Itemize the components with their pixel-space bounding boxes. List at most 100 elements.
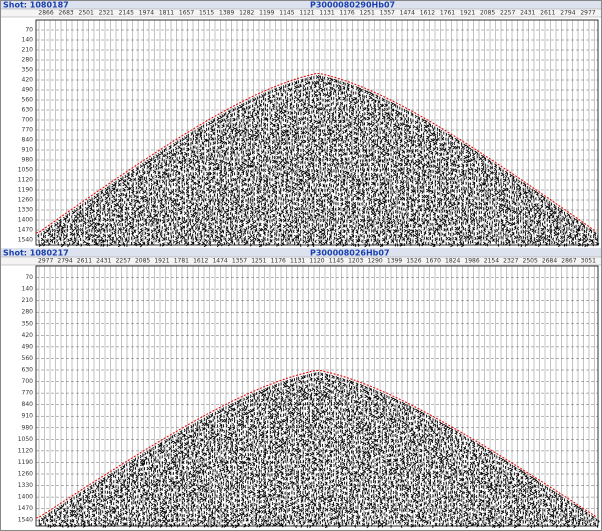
- file-label: P300008026Hb07: [310, 249, 390, 258]
- time-label: 1050: [18, 436, 33, 443]
- time-label: 70: [25, 27, 33, 34]
- offset-label: 2505: [523, 258, 538, 265]
- offset-label: 1131: [290, 258, 305, 265]
- offset-label: 2145: [119, 10, 134, 17]
- offset-label: 1399: [387, 258, 402, 265]
- time-label: 280: [22, 309, 34, 316]
- offset-label: 2257: [116, 258, 131, 265]
- offset-label: 2611: [77, 258, 92, 265]
- offset-label: 1121: [299, 10, 314, 17]
- offset-label: 2977: [580, 10, 595, 17]
- offset-label: 2794: [57, 258, 72, 265]
- time-label: 350: [22, 67, 34, 74]
- offset-label: 1921: [154, 258, 169, 265]
- offset-label: 1251: [251, 258, 266, 265]
- time-label: 140: [22, 286, 34, 293]
- offset-label: 1176: [339, 10, 354, 17]
- offset-label: 1251: [360, 10, 375, 17]
- offset-label: 2501: [79, 10, 94, 17]
- time-label: 420: [22, 77, 34, 84]
- time-label: 700: [22, 117, 34, 124]
- offset-label: 1612: [420, 10, 435, 17]
- offset-label: 1761: [440, 10, 455, 17]
- time-label: 1470: [18, 505, 33, 512]
- offset-label: 1526: [406, 258, 421, 265]
- offset-label: 2154: [484, 258, 499, 265]
- offset-label: 1290: [367, 258, 382, 265]
- time-label: 1400: [18, 217, 33, 224]
- time-label: 840: [22, 137, 34, 144]
- time-label: 490: [22, 87, 34, 94]
- time-label: 1120: [18, 177, 33, 184]
- time-label: 560: [22, 97, 34, 104]
- offset-label: 1781: [174, 258, 189, 265]
- offset-label: 1921: [460, 10, 475, 17]
- header-bar: [0, 248, 602, 257]
- time-label: 1190: [18, 187, 33, 194]
- offset-label: 2977: [38, 258, 53, 265]
- offset-label: 1974: [139, 10, 154, 17]
- offset-label: 1474: [212, 258, 227, 265]
- time-label: 630: [22, 107, 34, 114]
- time-label: 560: [22, 355, 34, 362]
- offset-label: 1357: [380, 10, 395, 17]
- offset-label: 1612: [193, 258, 208, 265]
- time-label: 70: [25, 274, 33, 281]
- offset-label: 2611: [540, 10, 555, 17]
- offset-label: 2867: [561, 258, 576, 265]
- time-label: 1470: [18, 227, 33, 234]
- time-label: 210: [22, 47, 34, 54]
- time-label: 700: [22, 378, 34, 385]
- offset-label: 2683: [58, 10, 73, 17]
- time-label: 1260: [18, 471, 33, 478]
- time-label: 630: [22, 367, 34, 374]
- time-label: 1540: [18, 517, 33, 524]
- time-label: 1050: [18, 167, 33, 174]
- time-label: 1400: [18, 494, 33, 501]
- time-label: 840: [22, 401, 34, 408]
- file-label: P3000080290Hb07: [310, 1, 395, 10]
- offset-label: 2431: [96, 258, 111, 265]
- time-label: 350: [22, 320, 34, 327]
- offset-label: 1515: [199, 10, 214, 17]
- offset-label: 1120: [309, 258, 324, 265]
- offset-label: 1145: [279, 10, 294, 17]
- time-label: 280: [22, 57, 34, 64]
- offset-label: 1811: [159, 10, 174, 17]
- shot-label: Shot: 1080187: [3, 1, 69, 10]
- offset-label: 1357: [232, 258, 247, 265]
- offset-label: 1145: [329, 258, 344, 265]
- offset-label: 2327: [503, 258, 518, 265]
- offset-label: 2684: [542, 258, 557, 265]
- offset-label: 2321: [99, 10, 114, 17]
- time-label: 210: [22, 297, 34, 304]
- offset-label: 1131: [319, 10, 334, 17]
- offset-label: 1282: [239, 10, 254, 17]
- offset-label: 1199: [259, 10, 274, 17]
- time-label: 980: [22, 424, 34, 431]
- time-label: 980: [22, 157, 34, 164]
- offset-label: 1474: [400, 10, 415, 17]
- offset-label: 2085: [480, 10, 495, 17]
- time-label: 490: [22, 343, 34, 350]
- offset-label: 1203: [348, 258, 363, 265]
- time-label: 420: [22, 332, 34, 339]
- time-label: 1120: [18, 447, 33, 454]
- offset-label: 2257: [500, 10, 515, 17]
- offset-label: 2794: [560, 10, 575, 17]
- offset-label: 2431: [520, 10, 535, 17]
- time-label: 770: [22, 127, 34, 134]
- offset-label: 1176: [271, 258, 286, 265]
- time-label: 1260: [18, 197, 33, 204]
- offset-label: 1986: [464, 258, 479, 265]
- time-label: 1190: [18, 459, 33, 466]
- offset-label: 1670: [426, 258, 441, 265]
- time-label: 910: [22, 147, 34, 154]
- time-label: 140: [22, 37, 34, 44]
- time-label: 770: [22, 390, 34, 397]
- offset-label: 2866: [38, 10, 53, 17]
- seismic-viewer: Shot: 1080187 P3000080290Hb07 70 140 210 280 3…: [0, 0, 602, 531]
- offset-label: 1824: [445, 258, 460, 265]
- time-label: 910: [22, 413, 34, 420]
- offset-label: 1389: [219, 10, 234, 17]
